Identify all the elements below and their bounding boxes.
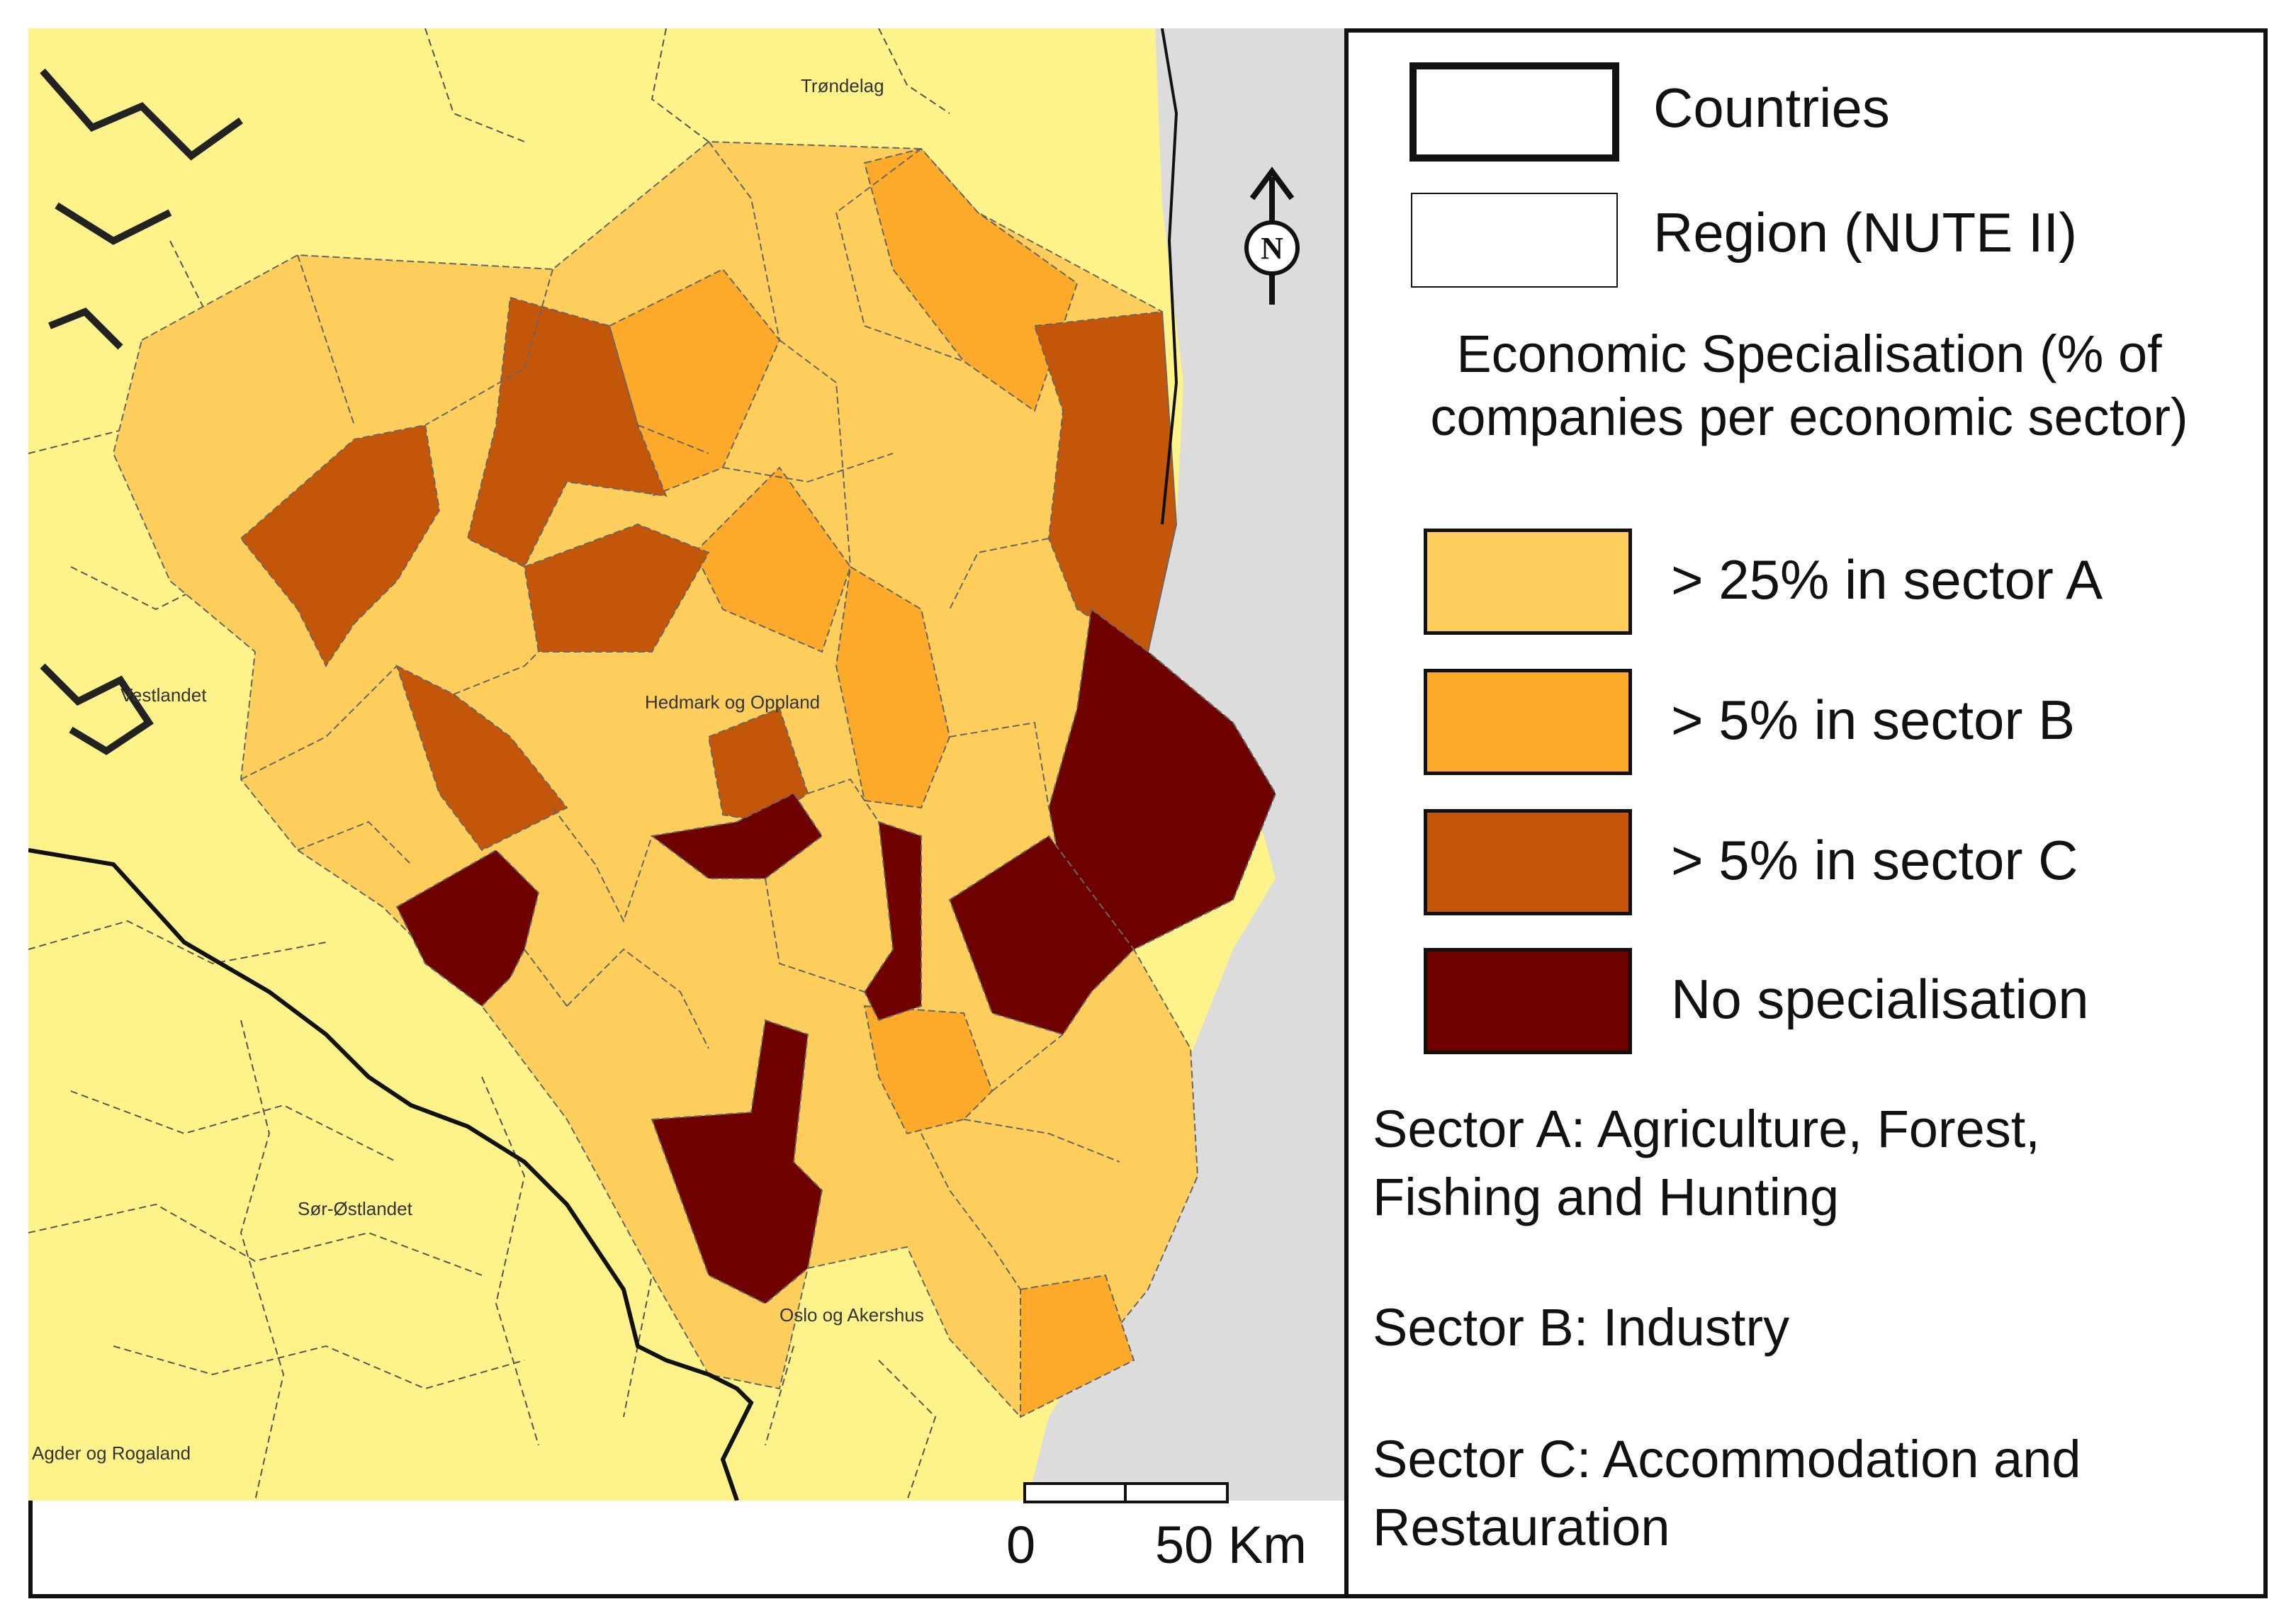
scale-bar-segment-right — [1124, 1482, 1229, 1503]
panel-divider — [1344, 28, 1349, 1597]
region-sector-b-6 — [1020, 1274, 1135, 1418]
place-label-hedmark-og-oppland: Hedmark og Oppland — [645, 691, 820, 713]
legend-label-sector-b: > 5% in sector B — [1671, 689, 2076, 751]
region-sector-b-3 — [693, 466, 852, 653]
legend-swatch-sector-a — [1424, 529, 1632, 635]
region-sector-b-4 — [835, 565, 951, 809]
scale-bar-segment-left — [1023, 1482, 1127, 1503]
outer-municipality-boundaries — [28, 28, 950, 1501]
region-none-4 — [650, 792, 823, 879]
legend-swatch-no-specialisation — [1424, 948, 1632, 1054]
region-sector-b-5 — [863, 1005, 994, 1135]
region-none-5 — [863, 820, 922, 1022]
scale-label-start: 0 — [1006, 1515, 1036, 1574]
region-sector-c-3 — [523, 523, 710, 653]
country-boundary-east — [1161, 28, 1178, 525]
legend-note-sector-c: Sector C: Accommodation and Restauration — [1373, 1430, 2081, 1557]
municipal-boundaries — [240, 141, 1120, 1290]
country-boundary — [28, 848, 754, 1501]
place-label-trondelag: Trøndelag — [801, 75, 884, 96]
legend-swatch-sector-c — [1424, 809, 1632, 915]
legend-label-no-specialisation: No specialisation — [1671, 968, 2089, 1030]
region-sector-c-4 — [395, 665, 568, 852]
legend-label-region: Region (NUTE II) — [1653, 201, 2078, 264]
scale-bar: 0 50 Km — [28, 1472, 1347, 1594]
legend-swatch-region — [1411, 193, 1618, 288]
legend-label-sector-c: > 5% in sector C — [1671, 829, 2078, 891]
place-label-oslo-og-akershus: Oslo og Akershus — [780, 1304, 924, 1326]
legend-label-countries: Countries — [1653, 77, 1890, 139]
region-none-2 — [948, 835, 1135, 1036]
study-region — [112, 140, 1277, 1418]
choropleth-map[interactable]: Trøndelag Vestlandet Hedmark og Oppland … — [28, 28, 1347, 1501]
legend-label-sector-a: > 25% in sector A — [1671, 548, 2103, 611]
sea-area — [1028, 28, 1347, 1501]
legend-note-sector-b: Sector B: Industry — [1373, 1298, 1790, 1357]
north-arrow-icon: N — [1244, 166, 1300, 305]
map-panel[interactable]: Trøndelag Vestlandet Hedmark og Oppland … — [28, 28, 1347, 1501]
region-sector-c-2 — [240, 424, 441, 667]
north-arrow-letter: N — [1261, 231, 1283, 266]
region-none-3 — [395, 849, 540, 1007]
region-sector-c-1 — [466, 296, 668, 568]
coastline-fjords — [40, 68, 243, 755]
legend: Countries Region (NUTE II) Economic Spec… — [1349, 33, 2263, 1594]
legend-note-sector-a: Sector A: Agriculture, Forest, Fishing a… — [1373, 1100, 2040, 1227]
place-label-sor-ostlandet: Sør-Østlandet — [298, 1198, 413, 1219]
place-label-vestlandet: Vestlandet — [120, 684, 207, 706]
region-none-1 — [1047, 608, 1277, 951]
region-none-6 — [651, 1019, 823, 1305]
legend-swatch-sector-b — [1424, 669, 1632, 775]
legend-title: Economic Specialisation (% of companies … — [1430, 324, 2188, 446]
legend-swatch-countries — [1409, 62, 1619, 162]
place-label-agder-og-rogaland: Agder og Rogaland — [32, 1442, 191, 1464]
scale-label-end: 50 Km — [1155, 1515, 1307, 1574]
